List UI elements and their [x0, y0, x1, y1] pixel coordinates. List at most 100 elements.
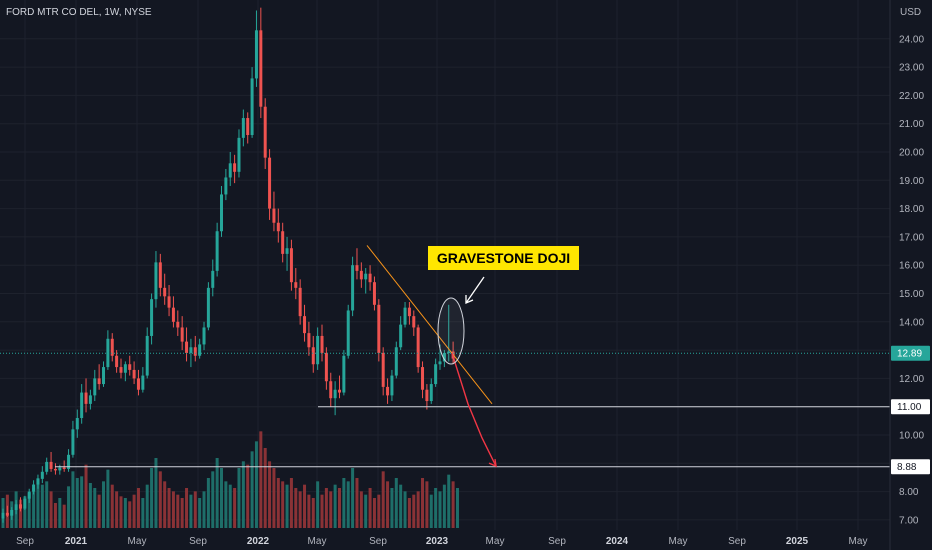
candle-body [18, 504, 22, 509]
volume-bar [434, 488, 438, 528]
volume-bar [97, 494, 101, 528]
candle-body [176, 321, 180, 328]
price-tick-label: 10.00 [899, 431, 924, 442]
volume-bar [136, 488, 140, 528]
volume-bar [193, 491, 197, 528]
volume-bar [442, 484, 446, 528]
volume-bar [202, 491, 206, 528]
candle-body [202, 327, 206, 345]
volume-bar [416, 491, 420, 528]
candle-body [27, 491, 31, 499]
candle-body [163, 287, 167, 297]
volume-bar [163, 481, 167, 528]
candle-body [381, 352, 385, 387]
candle-body [67, 454, 71, 469]
currency-label: USD [900, 7, 921, 18]
volume-bar [154, 458, 158, 528]
volume-bar [185, 488, 189, 528]
candle-body [434, 364, 438, 385]
volume-bar [425, 481, 429, 528]
candle-body [23, 498, 27, 509]
candle-body [141, 375, 145, 390]
candle-body [307, 333, 311, 348]
candle-body [206, 287, 210, 328]
time-tick-label: Sep [728, 536, 746, 547]
current-price-label: 12.89 [897, 349, 922, 360]
volume-bar [93, 488, 97, 528]
volume-bar [377, 494, 381, 528]
candle-body [320, 335, 324, 353]
volume-bar [337, 488, 341, 528]
price-tick-label: 18.00 [899, 204, 924, 215]
time-tick-label: 2023 [426, 536, 449, 547]
candle-body [75, 418, 79, 430]
candle-body [93, 378, 97, 396]
level-label-11: 11.00 [897, 402, 922, 413]
price-tick-label: 24.00 [899, 34, 924, 45]
candle-body [351, 265, 355, 311]
candle-body [412, 316, 416, 328]
candle-body [5, 512, 9, 516]
volume-bar [438, 491, 442, 528]
volume-bar [455, 488, 459, 528]
candle-body [342, 355, 346, 393]
volume-bar [123, 498, 127, 528]
volume-bar [320, 494, 324, 528]
price-scale-panel [890, 0, 932, 550]
volume-bar [447, 474, 451, 528]
volume-bar [421, 478, 425, 528]
time-axis[interactable]: Sep 2021 May Sep 2022 May Sep 2023 May Sep 2024 May… [16, 536, 867, 547]
time-tick-label: Sep [16, 536, 34, 547]
candle-body [84, 392, 88, 404]
candle-body [220, 194, 223, 232]
volume-bar [58, 498, 62, 528]
volume-bar [386, 481, 390, 528]
candle-body [158, 262, 162, 288]
volume-bar [198, 498, 202, 528]
candle-body [259, 30, 263, 107]
candle-body [268, 157, 272, 209]
time-tick-label: Sep [369, 536, 387, 547]
volume-bar [110, 484, 114, 528]
volume-bar [368, 488, 372, 528]
volume-bar [281, 481, 285, 528]
doji-highlight-ellipse [437, 297, 465, 365]
time-tick-label: May [308, 536, 327, 547]
volume-bar [329, 491, 333, 528]
volume-bar [342, 478, 346, 528]
candle-body [233, 163, 237, 172]
time-tick-label: Sep [548, 536, 566, 547]
projection-path [451, 352, 497, 467]
volume-bar [53, 503, 57, 528]
volume-bar [45, 481, 49, 528]
volume-bar [303, 484, 307, 528]
annotation-arrowhead [465, 295, 474, 304]
candle-body [88, 395, 92, 404]
candle-body [311, 347, 315, 365]
candle-body [10, 509, 14, 516]
candle-body [390, 375, 394, 396]
volume-bar [171, 491, 175, 528]
current-price-label-bg [891, 345, 930, 361]
volume-bar [241, 461, 245, 528]
candle-body [189, 347, 193, 353]
price-tick-label: 21.00 [899, 119, 924, 130]
candle-body [298, 287, 302, 317]
volume-bar [115, 491, 119, 528]
candle-body [167, 296, 171, 308]
candle-body [329, 381, 333, 399]
candle-body [447, 351, 451, 353]
volume-bar [364, 494, 368, 528]
time-tick-label: Sep [189, 536, 207, 547]
candle-body [359, 270, 363, 280]
candle-body [97, 378, 101, 385]
volume-bar [298, 491, 302, 528]
price-tick-label: 7.00 [899, 515, 919, 526]
volume-bar [88, 483, 92, 528]
price-axis[interactable]: 24.00 23.00 22.00 21.00 20.00 19.00 18.00 17.00… [899, 34, 924, 526]
candle-body [263, 106, 267, 158]
candle-body [49, 461, 53, 469]
volume-bar [324, 488, 328, 528]
candle-body [438, 361, 442, 365]
